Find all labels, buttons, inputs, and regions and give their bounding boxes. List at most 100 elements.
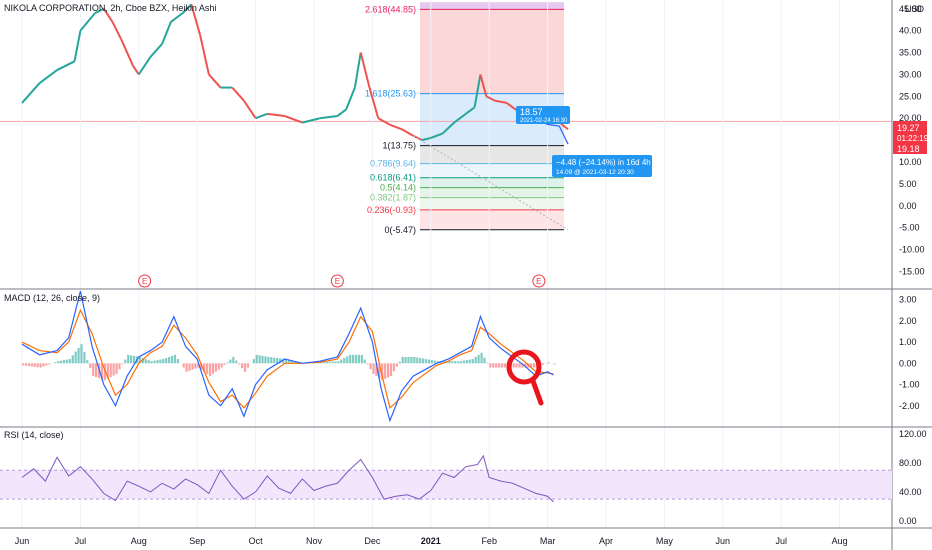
macd-histogram-bar	[191, 363, 194, 370]
macd-histogram-bar	[132, 355, 136, 364]
macd-histogram-bar	[30, 363, 33, 367]
callout-high-box	[516, 106, 570, 124]
price-segment	[430, 132, 443, 139]
price-segment	[79, 12, 96, 32]
fib-label: 0.5(4.14)	[380, 183, 416, 193]
price-segment	[319, 115, 338, 120]
macd-histogram-bar	[541, 363, 544, 365]
bar-countdown: 01:22:19	[897, 134, 929, 143]
time-tick: Mar	[540, 536, 556, 546]
macd-title[interactable]: MACD (12, 26, close, 9)	[4, 293, 100, 303]
macd-histogram-bar	[343, 358, 346, 364]
macd-histogram-bar	[77, 347, 80, 364]
fib-zone	[420, 2, 564, 10]
macd-histogram-bar	[80, 344, 83, 364]
magnifier-annotation-icon[interactable]	[506, 349, 544, 406]
macd-tick: 3.00	[899, 295, 917, 305]
macd-histogram-bar	[497, 363, 501, 368]
macd-histogram-bar	[100, 363, 104, 380]
rsi-title[interactable]: RSI (14, close)	[4, 430, 64, 440]
symbol-title[interactable]: NIKOLA CORPORATION, 2h, Cboe BZX, Heikin…	[4, 3, 216, 13]
macd-histogram-bar	[366, 363, 369, 365]
macd-histogram-bar	[144, 359, 147, 364]
price-segment	[494, 99, 507, 104]
current-price-tag: 19.27 01:22:19	[893, 121, 929, 143]
macd-histogram-bar	[512, 363, 515, 368]
price-segment	[255, 112, 268, 120]
callout-high-datetime: 2021-02-24 16:30	[520, 118, 568, 124]
time-tick: 2021	[421, 536, 441, 546]
earnings-marker-icon	[330, 274, 344, 288]
macd-histogram-bar	[27, 363, 31, 367]
macd-histogram-bar	[203, 363, 206, 372]
price-tick: 20.00	[899, 113, 922, 123]
macd-histogram-bar	[486, 362, 489, 364]
macd-tick: 0.00	[899, 358, 917, 368]
fib-zone	[420, 197, 564, 210]
time-tick: Nov	[306, 536, 323, 546]
earnings-letter: E	[335, 277, 340, 286]
macd-histogram-bar	[115, 363, 118, 374]
macd-histogram-bar	[448, 361, 451, 364]
price-segment	[199, 34, 210, 75]
macd-tick: -2.00	[899, 401, 920, 411]
rsi-pane[interactable]: 120.00 80.00 40.00 0.00	[0, 429, 927, 526]
macd-histogram-bar	[121, 363, 124, 365]
macd-histogram-bar	[261, 355, 264, 364]
macd-histogram-bar	[276, 358, 279, 364]
price-segment	[120, 39, 134, 67]
macd-histogram-bar	[162, 359, 165, 364]
macd-histogram-bar	[71, 355, 74, 364]
time-axis[interactable]: Jun Jul Aug Sep Oct Nov Dec 2021 Feb Mar Apr May Jun…	[15, 536, 848, 546]
callout-high-value: 18.57	[520, 107, 543, 117]
price-segment	[336, 108, 347, 117]
macd-histogram-bar	[48, 363, 51, 365]
fib-label: 0.382(1.87)	[370, 193, 416, 203]
macd-histogram-bar	[270, 357, 273, 364]
macd-histogram-bar	[413, 356, 416, 364]
macd-histogram-bar	[322, 362, 325, 364]
macd-histogram-bar	[185, 363, 188, 372]
macd-histogram-bar	[205, 363, 209, 374]
macd-histogram-bar	[68, 359, 71, 364]
macd-histogram-bar	[255, 354, 258, 364]
macd-histogram-bar	[226, 362, 229, 364]
price-segment	[170, 12, 184, 23]
price-segment	[479, 74, 488, 97]
time-tick: May	[656, 536, 674, 546]
macd-histogram-bar	[407, 356, 410, 364]
macd-histogram-bar	[42, 363, 45, 367]
price-tick: 5.00	[899, 179, 917, 189]
macd-histogram-bar	[503, 363, 506, 368]
price-segment	[243, 100, 257, 119]
macd-histogram-bar	[357, 354, 360, 364]
rsi-tick: 40.00	[899, 487, 922, 497]
macd-histogram-bar	[465, 360, 469, 364]
price-segment	[473, 74, 482, 108]
price-segment	[389, 123, 402, 131]
price-segment	[345, 87, 356, 110]
price-segment	[73, 30, 82, 62]
fib-zone	[420, 9, 564, 94]
callout-low-detail: 14.09 @ 2021-03-12 20:30	[556, 169, 634, 176]
macd-histogram-bar	[457, 361, 460, 364]
macd-histogram-bar	[83, 352, 86, 364]
macd-histogram-bar	[378, 363, 381, 379]
fib-label: 1(13.75)	[382, 141, 416, 151]
fib-zone	[420, 163, 564, 178]
macd-pane[interactable]: 3.00 2.00 1.00 0.00 -1.00 -2.00	[21, 290, 920, 423]
macd-histogram-bar	[521, 363, 524, 368]
macd-histogram-bar	[264, 356, 267, 364]
macd-histogram-bar	[141, 358, 144, 364]
macd-histogram-bar	[547, 362, 550, 364]
rsi-tick: 0.00	[899, 516, 917, 526]
macd-histogram-bar	[436, 361, 439, 364]
macd-histogram-bar	[331, 361, 334, 364]
macd-histogram-bar	[354, 354, 358, 364]
macd-histogram-bar	[170, 355, 174, 364]
earnings-marker-icon	[138, 274, 152, 288]
macd-histogram-bar	[372, 363, 375, 374]
